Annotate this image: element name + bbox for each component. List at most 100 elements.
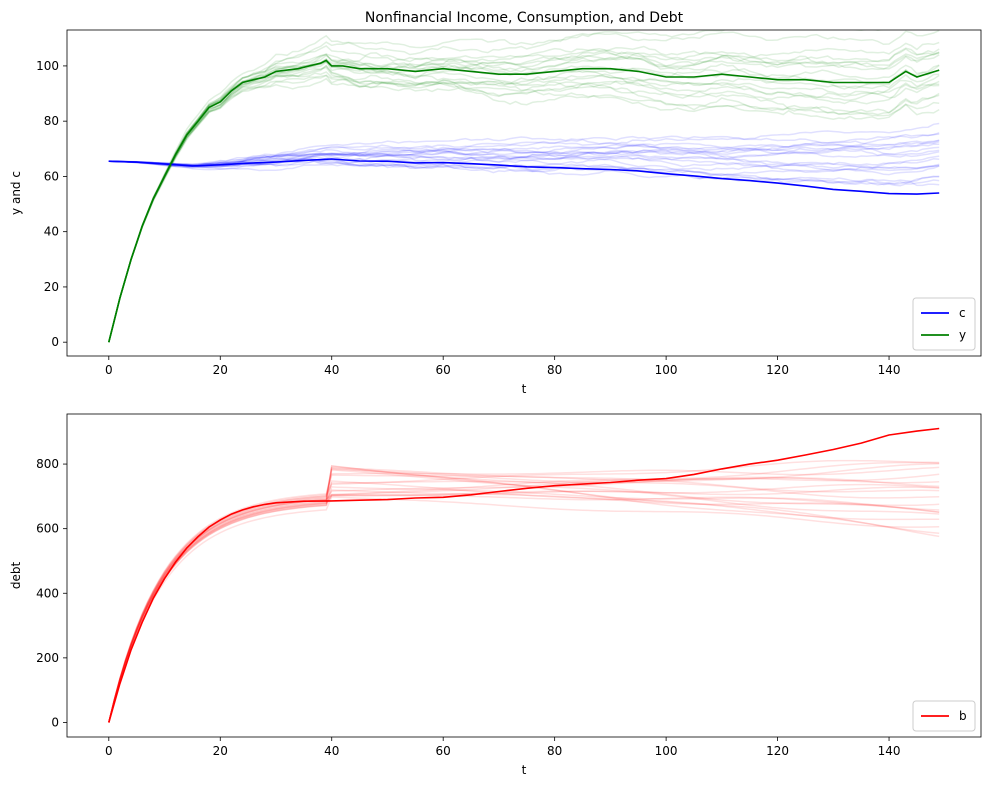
bottom-y-axis-label: debt bbox=[9, 562, 23, 590]
y-tick-label: 400 bbox=[36, 586, 59, 600]
bottom-panel: 0 20 40 60 80 100 120 140 0 200 400 600 800 t debt b bbox=[9, 413, 982, 777]
bottom-plot-area bbox=[108, 427, 940, 723]
series-line-b bbox=[108, 427, 940, 723]
y-simulation-path bbox=[108, 41, 940, 343]
c-simulation-path bbox=[108, 141, 940, 167]
x-tick-label: 20 bbox=[213, 363, 228, 377]
x-tick-label: 60 bbox=[436, 363, 451, 377]
b-simulation-path bbox=[108, 468, 940, 723]
c-simulation-path bbox=[108, 152, 940, 177]
b-simulation-path bbox=[108, 467, 940, 723]
y-simulation-path bbox=[108, 74, 940, 343]
y-simulation-path bbox=[108, 58, 940, 343]
y-tick-label: 20 bbox=[44, 280, 59, 294]
y-simulation-path bbox=[108, 74, 940, 343]
b-simulation-path bbox=[108, 486, 940, 723]
y-tick-label: 600 bbox=[36, 522, 59, 536]
x-tick-label: 120 bbox=[766, 363, 789, 377]
c-simulation-path bbox=[108, 155, 940, 169]
c-simulation-path bbox=[108, 142, 940, 171]
b-simulation-path bbox=[108, 466, 940, 723]
c-simulation-path bbox=[108, 151, 940, 176]
top-panel: 0 20 40 60 80 100 120 140 0 20 40 60 80 100 t y and c No… bbox=[9, 10, 982, 396]
series-line-c bbox=[108, 158, 940, 195]
bottom-x-axis-label: t bbox=[522, 763, 527, 777]
b-simulation-path bbox=[108, 461, 940, 723]
c-simulation-path bbox=[108, 148, 940, 165]
b-simulation-path bbox=[108, 476, 940, 723]
y-simulation-path bbox=[108, 44, 940, 343]
y-simulation-path bbox=[108, 45, 940, 343]
chart-title: Nonfinancial Income, Consumption, and De… bbox=[365, 10, 684, 26]
bottom-legend: b bbox=[912, 700, 976, 732]
series-line-y bbox=[108, 59, 940, 343]
x-tick-label: 140 bbox=[878, 744, 901, 758]
legend-label-y: y bbox=[959, 328, 966, 342]
top-x-axis-label: t bbox=[522, 382, 527, 396]
x-tick-label: 80 bbox=[547, 744, 562, 758]
c-simulation-path bbox=[108, 143, 940, 168]
c-simulation-path bbox=[108, 148, 940, 172]
c-simulation-path bbox=[108, 138, 940, 166]
y-tick-label: 80 bbox=[44, 114, 59, 128]
b-simulation-path bbox=[108, 494, 940, 723]
x-tick-label: 60 bbox=[436, 744, 451, 758]
y-simulation-path bbox=[108, 64, 940, 343]
y-simulation-path bbox=[108, 47, 940, 343]
y-tick-label: 60 bbox=[44, 169, 59, 183]
y-tick-label: 100 bbox=[36, 59, 59, 73]
y-tick-label: 0 bbox=[51, 715, 59, 729]
y-tick-label: 0 bbox=[51, 335, 59, 349]
c-simulation-path bbox=[108, 160, 940, 185]
y-tick-label: 800 bbox=[36, 457, 59, 471]
y-simulation-path bbox=[108, 60, 940, 343]
bottom-axes-frame bbox=[66, 413, 982, 738]
b-simulation-path bbox=[108, 496, 940, 723]
x-tick-label: 20 bbox=[213, 744, 228, 758]
y-tick-label: 40 bbox=[44, 225, 59, 239]
y-simulation-path bbox=[108, 71, 940, 343]
c-simulation-path bbox=[108, 139, 940, 168]
b-simulation-path bbox=[108, 483, 940, 723]
x-tick-label: 80 bbox=[547, 363, 562, 377]
y-tick-label: 200 bbox=[36, 651, 59, 665]
x-tick-label: 0 bbox=[105, 744, 113, 758]
y-simulation-path bbox=[108, 53, 940, 343]
y-simulation-path bbox=[108, 30, 885, 343]
b-simulation-path bbox=[108, 480, 940, 723]
legend-label-c: c bbox=[959, 306, 966, 320]
x-tick-label: 120 bbox=[766, 744, 789, 758]
x-tick-label: 100 bbox=[655, 363, 678, 377]
legend-box bbox=[912, 297, 976, 351]
c-simulation-path bbox=[108, 149, 940, 170]
b-simulation-path bbox=[108, 489, 940, 723]
x-tick-label: 40 bbox=[324, 363, 339, 377]
b-simulation-path bbox=[108, 463, 940, 723]
y-simulation-path bbox=[108, 30, 940, 343]
b-simulation-path bbox=[108, 464, 940, 723]
x-tick-label: 100 bbox=[655, 744, 678, 758]
y-simulation-path bbox=[108, 48, 940, 343]
top-plot-area bbox=[108, 30, 940, 343]
y-simulation-path bbox=[108, 74, 940, 343]
y-simulation-path bbox=[108, 65, 940, 343]
y-simulation-path bbox=[108, 66, 940, 343]
top-legend: cy bbox=[912, 297, 976, 351]
b-simulation-path bbox=[108, 473, 940, 723]
y-simulation-path bbox=[108, 54, 940, 343]
c-simulation-path bbox=[108, 158, 940, 171]
x-tick-label: 0 bbox=[105, 363, 113, 377]
c-simulation-path bbox=[108, 159, 940, 187]
top-axes-frame bbox=[66, 29, 982, 357]
c-simulation-path bbox=[108, 133, 940, 166]
x-tick-label: 40 bbox=[324, 744, 339, 758]
legend-label-b: b bbox=[959, 709, 967, 723]
x-tick-label: 140 bbox=[878, 363, 901, 377]
b-simulation-path bbox=[108, 465, 940, 723]
b-simulation-path bbox=[108, 469, 940, 723]
b-simulation-path bbox=[108, 486, 940, 723]
b-simulation-path bbox=[108, 466, 940, 723]
top-y-axis-label: y and c bbox=[9, 171, 23, 215]
